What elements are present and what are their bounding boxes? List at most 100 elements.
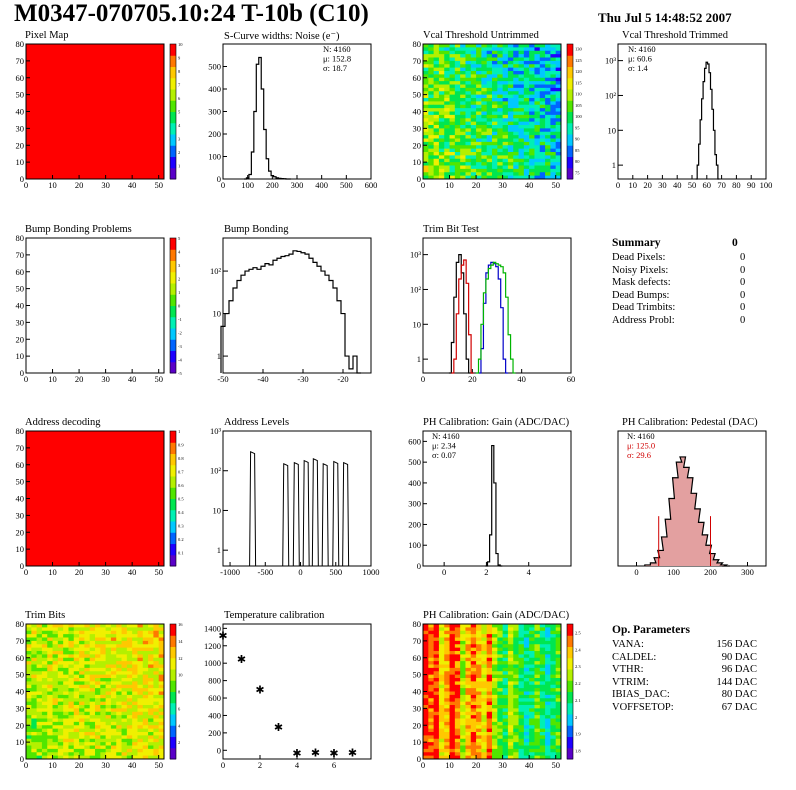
heatmap-cell: [47, 684, 53, 689]
heatmap-cell: [523, 752, 530, 757]
heatmap-cell: [497, 664, 504, 669]
heatmap-cell: [523, 735, 530, 740]
heatmap-cell: [142, 698, 149, 703]
heatmap-cell: [460, 711, 466, 716]
heatmap-cell: [68, 728, 75, 733]
heatmap-cell: [534, 701, 541, 706]
heatmap-cell: [444, 54, 450, 58]
heatmap-cell: [465, 651, 472, 655]
heatmap-cell: [460, 94, 466, 99]
heatmap-cell: [137, 630, 144, 635]
heatmap-cell: [529, 50, 535, 55]
x-tick-label: 40: [128, 180, 137, 190]
heatmap-cell: [68, 752, 75, 757]
heatmap-cell: [492, 50, 498, 55]
heatmap-cell: [529, 664, 535, 669]
heatmap-cell: [513, 165, 519, 170]
heatmap-cell: [105, 725, 112, 730]
heatmap-cell: [507, 152, 514, 156]
hist-fill: [644, 456, 730, 566]
x-tick-label: 0: [24, 760, 28, 770]
heatmap-cell: [486, 694, 493, 699]
heatmap-cell: [95, 651, 101, 655]
y-tick-label: 300: [408, 499, 421, 509]
x-tick-label: 20: [75, 374, 84, 384]
heatmap-cell: [31, 742, 38, 746]
heatmap-cell: [428, 748, 435, 753]
heatmap-cell: [465, 728, 472, 733]
heatmap-cell: [132, 657, 138, 662]
heatmap-cell: [555, 684, 562, 689]
heatmap-cell: [550, 674, 557, 679]
heatmap-cell: [41, 634, 48, 638]
heatmap-cell: [438, 81, 445, 85]
heatmap-cell: [460, 162, 466, 166]
heatmap-cell: [73, 624, 80, 628]
heatmap-cell: [555, 657, 562, 662]
heatmap-cell: [502, 705, 509, 709]
heatmap-cell: [486, 172, 493, 177]
heatmap-cell: [529, 644, 535, 649]
heatmap-cell: [518, 657, 525, 662]
heatmap-cell: [555, 138, 562, 143]
x-tick-label: 100: [760, 180, 773, 190]
heatmap-cell: [529, 752, 535, 757]
heatmap-cell: [454, 172, 461, 177]
heatmap-cell: [433, 57, 440, 62]
panel-title: Trim Bits: [25, 610, 66, 621]
heatmap-cell: [518, 742, 525, 746]
heatmap-cell: [449, 141, 456, 146]
colorbar-swatch: [567, 122, 573, 129]
heatmap-cell: [438, 684, 445, 689]
heatmap-cell: [444, 752, 450, 757]
heatmap-cell: [423, 671, 429, 676]
heatmap-cell: [79, 718, 85, 723]
heatmap-cell: [438, 701, 445, 706]
y-tick-label: 1: [612, 160, 616, 170]
heatmap-cell: [481, 691, 488, 696]
heatmap-cell: [68, 678, 75, 682]
heatmap-cell: [534, 745, 541, 750]
heatmap-cell: [534, 755, 541, 760]
heatmap-cell: [105, 728, 112, 733]
y-tick-label: 80: [413, 39, 422, 49]
heatmap-cell: [486, 175, 493, 180]
heatmap-cell: [73, 711, 80, 716]
heatmap-cell: [460, 742, 466, 746]
heatmap-cell: [142, 640, 149, 645]
heatmap-cell: [529, 145, 535, 150]
heatmap-cell: [465, 657, 472, 662]
heatmap-cell: [523, 172, 530, 177]
heatmap-cell: [95, 755, 101, 760]
heatmap-cell: [148, 738, 154, 743]
y-tick-label: 10²: [210, 266, 222, 276]
heatmap-cell: [465, 644, 472, 649]
heatmap-cell: [444, 64, 450, 69]
heatmap-cell: [497, 60, 504, 65]
colorbar-swatch: [170, 145, 176, 152]
heatmap-cell: [534, 721, 541, 726]
heatmap-cell: [52, 735, 59, 740]
heatmap-cell: [438, 637, 445, 642]
heatmap-cell: [534, 44, 541, 48]
colorbar-tick-label: 3: [178, 263, 181, 268]
heatmap-cell: [438, 657, 445, 662]
heatmap-cell: [545, 118, 551, 123]
heatmap-cell: [513, 81, 519, 85]
heatmap-cell: [95, 664, 101, 669]
heatmap-cell: [47, 738, 53, 743]
heatmap-cell: [523, 647, 530, 652]
heatmap-cell: [116, 667, 122, 672]
heatmap-cell: [84, 684, 91, 689]
heatmap-cell: [502, 101, 509, 106]
heatmap-cell: [454, 708, 461, 713]
heatmap-cell: [481, 168, 488, 173]
heatmap-cell: [423, 108, 429, 112]
heatmap-cell: [95, 728, 101, 733]
colorbar-tick-label: 5: [178, 110, 181, 115]
heatmap-cell: [460, 691, 466, 696]
heatmap-cell: [465, 57, 472, 62]
heatmap-cell: [449, 705, 456, 709]
colorbar-swatch: [170, 663, 176, 670]
heatmap-cell: [438, 71, 445, 75]
